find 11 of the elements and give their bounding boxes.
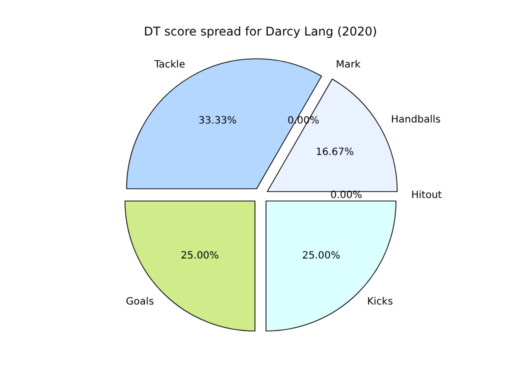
slice-label: Handballs <box>391 114 441 126</box>
slice-label: Tackle <box>153 59 186 70</box>
slice-label: Goals <box>126 296 154 308</box>
category-label: Hitout <box>411 190 442 201</box>
data-label: 16.67% <box>316 147 354 158</box>
data-label: 25.00% <box>302 250 340 262</box>
category-label: Mark <box>336 59 361 70</box>
chart-title: DT score spread for Darcy Lang (2020) <box>144 24 378 39</box>
slice-label: Kicks <box>367 296 393 308</box>
data-label: 25.00% <box>180 250 219 262</box>
data-label: 33.33% <box>198 116 237 127</box>
